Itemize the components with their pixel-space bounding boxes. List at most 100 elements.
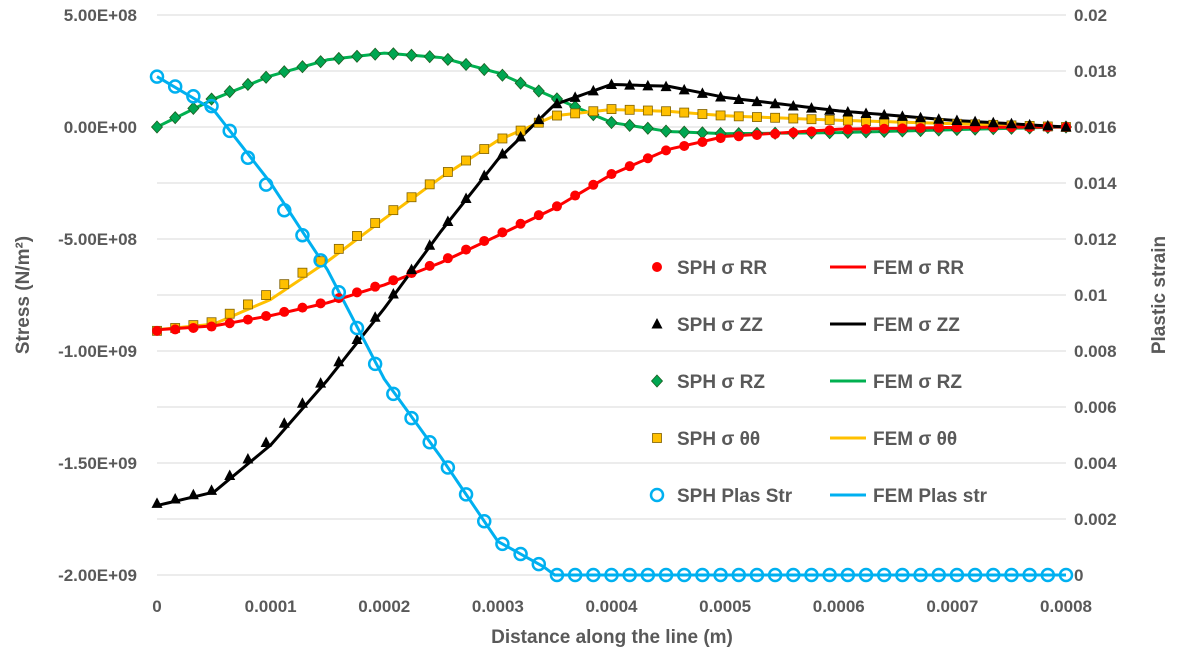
point-sph- (679, 107, 690, 118)
point-sph-rz (641, 121, 654, 135)
point-sph-plas-str (986, 567, 1001, 583)
point-sph-zz (406, 263, 418, 275)
point-sph-plas-str (786, 567, 801, 583)
point-sph-plas-str (549, 567, 565, 583)
point-sph-zz (369, 311, 381, 322)
point-sph-plas-str (240, 150, 256, 166)
series-layer (149, 47, 1074, 583)
point-sph-rr (715, 133, 726, 144)
point-sph-rr (388, 275, 399, 286)
point-sph-zz (333, 355, 345, 367)
point-sph- (479, 144, 490, 154)
y2-tick-label: 0 (1074, 566, 1083, 585)
point-sph- (406, 192, 417, 203)
point-sph-rr (842, 124, 853, 135)
series-fem-rr (156, 125, 1067, 332)
point-sph-zz (206, 484, 218, 495)
point-sph-rz (296, 60, 309, 74)
x-tick-label: 0.0007 (926, 597, 978, 616)
point-sph-rz (150, 120, 164, 134)
point-sph- (642, 105, 653, 116)
point-sph-rr (224, 318, 235, 329)
point-sph-plas-str (604, 567, 619, 583)
point-sph-zz (151, 497, 163, 508)
point-sph-rz (623, 118, 636, 132)
point-sph-zz (478, 169, 490, 181)
point-sph-plas-str (222, 123, 237, 139)
point-sph-plas-str (349, 320, 365, 336)
point-sph-rr (351, 287, 362, 298)
series-sph-plas-str (149, 69, 1074, 583)
point-sph-zz (1042, 119, 1054, 131)
point-sph-zz (351, 333, 363, 345)
legend-entry: FEM σ RR (830, 258, 964, 279)
point-sph-zz (569, 91, 581, 102)
x-tick-label: 0.0003 (472, 597, 524, 616)
point-sph-plas-str (331, 284, 347, 300)
series-sph-rr (152, 122, 1071, 336)
point-sph-plas-str (1040, 567, 1056, 583)
legend-label: FEM σ RR (873, 258, 964, 279)
y2-tick-label: 0.002 (1074, 510, 1117, 529)
x-axis-title: Distance along the line (m) (491, 627, 733, 648)
point-sph- (770, 112, 781, 123)
point-sph-plas-str (149, 69, 165, 84)
point-sph-plas-str (622, 567, 637, 583)
y-axis-title: Stress (N/m²) (13, 236, 34, 354)
point-sph-rr (442, 253, 453, 264)
point-sph- (424, 179, 435, 190)
point-sph-rr (624, 161, 635, 172)
point-sph-plas-str (258, 177, 274, 192)
point-sph-zz (787, 99, 799, 111)
point-sph-plas-str (749, 567, 765, 583)
y-tick-label: 0.00E+00 (64, 118, 137, 137)
point-sph-zz (733, 93, 745, 104)
point-sph-zz (751, 95, 763, 107)
y2-tick-label: 0.016 (1074, 118, 1117, 137)
legend-entry: SPH Plas Str (649, 486, 793, 507)
point-sph- (279, 279, 290, 290)
x-tick-label: 0.0001 (245, 597, 297, 616)
point-sph- (661, 106, 671, 117)
point-sph-plas-str (676, 567, 692, 583)
y-tick-label: 5.00E+08 (64, 6, 137, 25)
point-sph-rr (806, 126, 817, 137)
y2-tick-label: 0.018 (1074, 62, 1117, 81)
point-sph-rz (369, 47, 382, 61)
point-sph-zz (715, 90, 727, 102)
point-sph-plas-str (586, 567, 601, 583)
point-sph-zz (878, 108, 890, 120)
point-sph-plas-str (876, 567, 892, 583)
point-sph-zz (824, 104, 836, 115)
y-tick-label: -5.00E+08 (58, 230, 137, 249)
point-sph-rz (423, 50, 436, 64)
point-sph-zz (242, 452, 254, 464)
legend: SPH σ RR FEM σ RR SPH σ ZZ FEM σ ZZ SPH σ RZ… (649, 258, 988, 507)
point-sph-rz (223, 85, 236, 99)
y2-tick-label: 0.006 (1074, 398, 1117, 417)
point-sph-rz (605, 115, 618, 130)
point-sph-rr (315, 298, 326, 309)
point-sph-plas-str (949, 567, 965, 583)
point-sph-plas-str (804, 567, 819, 583)
point-sph-plas-str (1022, 567, 1037, 583)
point-sph-rr (515, 218, 526, 229)
tick-labels: 0 0.0001 0.0002 0.0003 0.0004 0.0005 0.0006 0.0… (58, 6, 1117, 616)
point-sph-zz (460, 192, 472, 204)
point-sph-zz (933, 113, 945, 124)
point-sph- (497, 133, 508, 144)
y2-tick-label: 0.008 (1074, 342, 1117, 361)
point-sph-rr (642, 153, 653, 164)
point-sph-rr (697, 137, 708, 148)
point-sph-rr (551, 201, 562, 212)
point-sph-rr (170, 324, 181, 335)
point-sph-plas-str (440, 460, 456, 475)
y-tick-label: -1.00E+09 (58, 342, 137, 361)
x-tick-label: 0.0006 (813, 597, 865, 616)
y2-tick-label: 0.004 (1074, 454, 1117, 473)
point-sph-rr (788, 127, 799, 138)
point-sph-rz (405, 48, 418, 62)
point-sph-rr (933, 122, 944, 133)
point-sph- (824, 115, 835, 125)
legend-entry: FEM σ θθ (830, 429, 957, 450)
